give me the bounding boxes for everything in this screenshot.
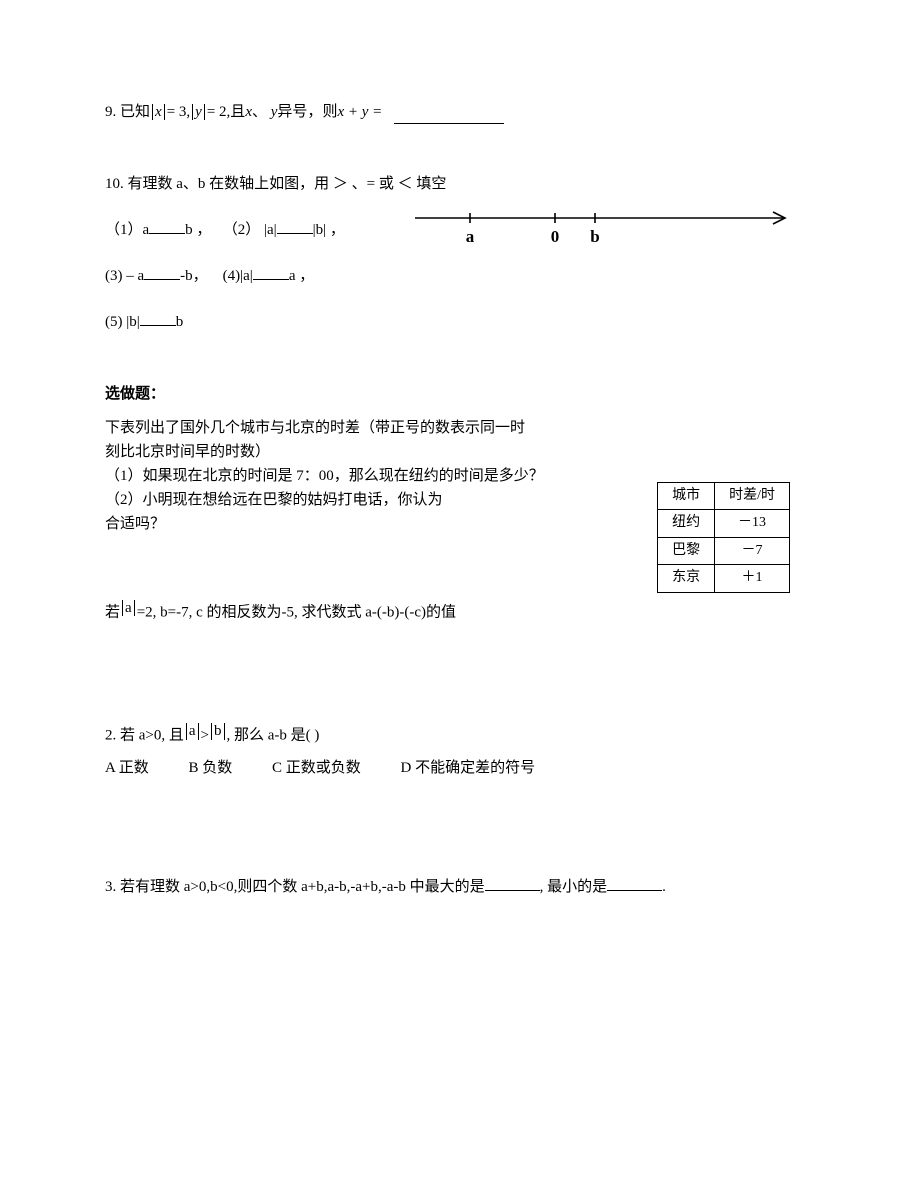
q9-cond: 且 bbox=[230, 100, 245, 124]
optional-section: 选做题： 下表列出了国外几个城市与北京的时差（带正号的数表示同一时 刻比北京时间… bbox=[105, 382, 820, 536]
e2-post: , 那么 a-b 是( ) bbox=[227, 728, 320, 744]
q10-p3-l: (3) – a bbox=[105, 268, 144, 284]
extra-question-1: 若a=2, b=-7, c 的相反数为-5, 求代数式 a-(-b)-(-c)的… bbox=[105, 596, 820, 624]
optional-intro1: 下表列出了国外几个城市与北京的时差（带正号的数表示同一时 bbox=[105, 416, 820, 440]
table-row: 东京 ＋1 bbox=[658, 565, 790, 592]
td-city: 纽约 bbox=[658, 510, 715, 537]
numline-label-b: b bbox=[590, 227, 599, 246]
extra-question-2: 2. 若 a>0, 且a>b, 那么 a-b 是( ) A 正数 B 负数 C … bbox=[105, 719, 820, 779]
q10-p4-r: a ， bbox=[289, 268, 314, 284]
optional-heading: 选做题： bbox=[105, 382, 820, 406]
q10-p2-blank bbox=[277, 218, 313, 234]
q10-p2-r: |b| ， bbox=[313, 222, 345, 238]
td-diff: ＋1 bbox=[715, 565, 790, 592]
q9-yihao: 异号， bbox=[277, 100, 322, 124]
td-city: 东京 bbox=[658, 565, 715, 592]
q9-then: 则 bbox=[322, 100, 337, 124]
q10-p1-blank bbox=[149, 218, 185, 234]
q10-p1-l: （1）a bbox=[105, 222, 149, 238]
q10-p1-r: b ， bbox=[185, 222, 211, 238]
numline-label-0: 0 bbox=[551, 227, 560, 246]
q10-p5-r: b bbox=[176, 314, 184, 330]
abs-a2: a bbox=[184, 719, 201, 743]
q10-p3-blank bbox=[144, 264, 180, 280]
q10-p2-l: （2） |a| bbox=[223, 222, 277, 238]
numline-label-a: a bbox=[466, 227, 475, 246]
q9-expr: x + y = bbox=[337, 100, 382, 124]
question-10: 10. 有理数 a、b 在数轴上如图，用 ＞ 、= 或 ＜ 填空 （1）a b ，… bbox=[105, 172, 820, 334]
e3-pre: 3. 若有理数 a>0,b<0,则四个数 a+b,a-b,-a+b,-a-b 中… bbox=[105, 879, 485, 895]
e3-blank2 bbox=[607, 875, 662, 891]
q9-blank bbox=[394, 108, 504, 124]
e1-post: =2, b=-7, c 的相反数为-5, 求代数式 a-(-b)-(-c)的值 bbox=[137, 604, 456, 620]
abs-b2: b bbox=[209, 719, 227, 743]
q10-p4-l: (4)|a| bbox=[223, 268, 253, 284]
e3-mid: , 最小的是 bbox=[540, 879, 608, 895]
e1-pre: 若 bbox=[105, 604, 120, 620]
abs-y: y bbox=[190, 100, 207, 124]
opt-a: A 正数 bbox=[105, 756, 149, 780]
opt-b: B 负数 bbox=[189, 756, 233, 780]
table-row: 纽约 －13 bbox=[658, 510, 790, 537]
timezone-table: 城市 时差/时 纽约 －13 巴黎 －7 东京 ＋1 bbox=[657, 482, 790, 593]
e2-options: A 正数 B 负数 C 正数或负数 D 不能确定差的符号 bbox=[105, 756, 820, 780]
opt-d: D 不能确定差的符号 bbox=[401, 756, 536, 780]
number-line-diagram: a 0 b bbox=[415, 200, 795, 260]
e2-mid: > bbox=[201, 728, 209, 744]
q9-y: y bbox=[271, 100, 278, 124]
q9-prefix: 9. 已知 bbox=[105, 100, 150, 124]
q10-title: 10. 有理数 a、b 在数轴上如图，用 ＞ 、= 或 ＜ 填空 bbox=[105, 172, 820, 196]
q9-absx-eq: = 3, bbox=[167, 100, 190, 124]
question-9: 9. 已知 x = 3, y = 2, 且 x 、 y 异号， 则 x + y … bbox=[105, 100, 820, 124]
td-diff: －13 bbox=[715, 510, 790, 537]
e3-end: . bbox=[662, 879, 666, 895]
opt-c: C 正数或负数 bbox=[272, 756, 361, 780]
q9-x: x bbox=[245, 100, 252, 124]
q10-p5-l: (5) |b| bbox=[105, 314, 140, 330]
th-city: 城市 bbox=[658, 483, 715, 510]
th-diff: 时差/时 bbox=[715, 483, 790, 510]
optional-intro2: 刻比北京时间早的时数） bbox=[105, 440, 820, 464]
abs-x: x bbox=[150, 100, 167, 124]
td-diff: －7 bbox=[715, 537, 790, 564]
q10-p3-r: -b， bbox=[180, 268, 208, 284]
q10-p5-blank bbox=[140, 310, 176, 326]
e2-pre: 2. 若 a>0, 且 bbox=[105, 728, 184, 744]
q9-vars-sep: 、 bbox=[252, 100, 267, 124]
table-row: 巴黎 －7 bbox=[658, 537, 790, 564]
e3-blank1 bbox=[485, 875, 540, 891]
abs-a1: a bbox=[120, 596, 137, 620]
extra-question-3: 3. 若有理数 a>0,b<0,则四个数 a+b,a-b,-a+b,-a-b 中… bbox=[105, 875, 820, 899]
table-row: 城市 时差/时 bbox=[658, 483, 790, 510]
td-city: 巴黎 bbox=[658, 537, 715, 564]
q10-p4-blank bbox=[253, 264, 289, 280]
q9-absy-eq: = 2, bbox=[207, 100, 230, 124]
